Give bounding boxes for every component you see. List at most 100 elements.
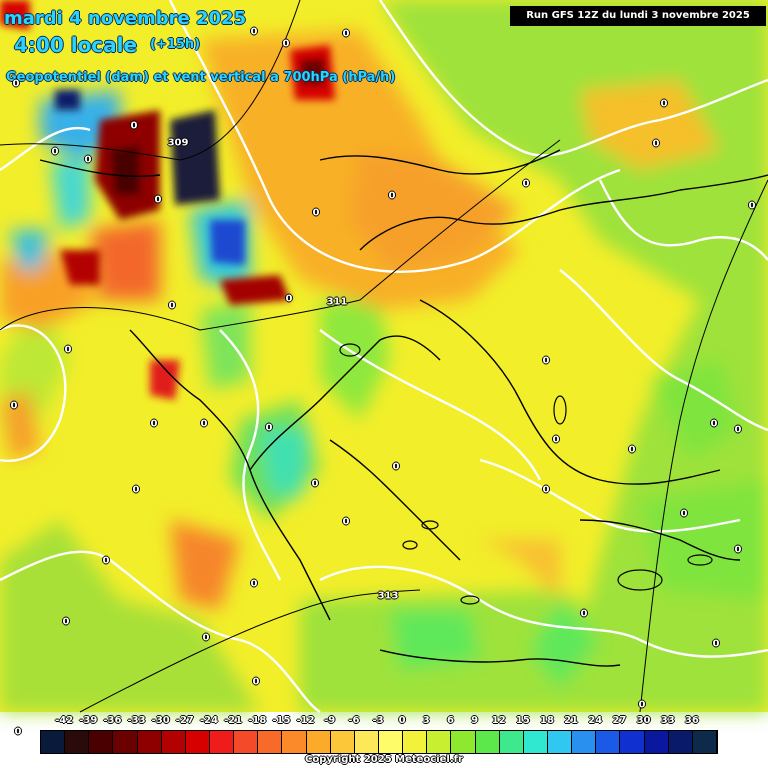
legend-tick-label: -33 bbox=[127, 715, 146, 726]
zero-label: 0 bbox=[342, 516, 350, 528]
zero-label: 0 bbox=[154, 194, 162, 206]
islands bbox=[339, 343, 713, 605]
copyright: Copyright 2025 Meteociel.fr bbox=[305, 754, 463, 765]
zero-label: 0 bbox=[102, 555, 110, 567]
zero-label: 0 bbox=[10, 400, 18, 412]
zero-label: 0 bbox=[202, 632, 210, 644]
geopotential-lines bbox=[0, 0, 768, 713]
legend-tick-label: 0 bbox=[398, 715, 406, 726]
zero-label: 0 bbox=[638, 699, 646, 711]
legend-tick-label: 3 bbox=[422, 715, 430, 726]
legend-swatch bbox=[258, 731, 283, 753]
zero-label: 0 bbox=[150, 418, 158, 430]
zero-label: 0 bbox=[285, 293, 293, 305]
zero-label: 0 bbox=[552, 434, 560, 446]
legend-tick-label: -24 bbox=[199, 715, 219, 726]
zero-contours bbox=[0, 0, 768, 658]
contour-label-313: 313 bbox=[377, 590, 399, 602]
parameter-title: Geopotentiel (dam) et vent vertical a 70… bbox=[6, 70, 396, 85]
zero-label: 0 bbox=[734, 544, 742, 556]
zero-label: 0 bbox=[51, 146, 59, 158]
legend-swatch bbox=[234, 731, 259, 753]
legend-tick-label: -27 bbox=[175, 715, 194, 726]
legend-swatch bbox=[547, 731, 573, 753]
zero-label: 0 bbox=[388, 190, 396, 202]
legend-swatch bbox=[185, 731, 210, 753]
zero-label: 0 bbox=[710, 418, 718, 430]
zero-label: 0 bbox=[542, 355, 550, 367]
legend-swatch bbox=[65, 731, 90, 753]
zero-label: 0 bbox=[130, 120, 138, 132]
legend-tick-label: 21 bbox=[564, 715, 579, 726]
legend-swatch bbox=[499, 731, 524, 753]
legend-tick-label: 15 bbox=[515, 715, 530, 726]
legend-swatch bbox=[451, 731, 476, 753]
zero-label: 0 bbox=[748, 200, 756, 212]
legend-tick-label: -9 bbox=[324, 715, 336, 726]
legend-tick-label: -21 bbox=[224, 715, 243, 726]
zero-label: 0 bbox=[522, 178, 530, 190]
legend-tick-label: 24 bbox=[588, 715, 603, 726]
zero-label: 0 bbox=[660, 98, 668, 110]
zero-label: 0 bbox=[132, 484, 140, 496]
legend-tick-label: 30 bbox=[636, 715, 651, 726]
zero-label: 0 bbox=[250, 578, 258, 590]
legend-tick-label: -6 bbox=[348, 715, 360, 726]
legend-swatch bbox=[523, 731, 548, 753]
legend-tick-label: 6 bbox=[446, 715, 454, 726]
legend-swatch bbox=[378, 731, 404, 753]
legend-tick-label: 12 bbox=[491, 715, 506, 726]
zero-label: 0 bbox=[652, 138, 660, 150]
run-label: Run GFS 12Z du lundi 3 novembre 2025 bbox=[510, 6, 766, 26]
zero-label: 0 bbox=[168, 300, 176, 312]
legend-tick-label: 18 bbox=[540, 715, 554, 726]
legend-swatch bbox=[282, 731, 307, 753]
color-legend: -42 -39 -36 -33 -30 -27 -24 -21 -18 -15 -12 -9 -6 -3 0… bbox=[0, 710, 768, 768]
legend-swatch bbox=[89, 731, 114, 753]
legend-tick-label: -36 bbox=[103, 715, 122, 726]
legend-swatch bbox=[161, 731, 186, 753]
zero-label: 0 bbox=[200, 418, 208, 430]
legend-swatch bbox=[137, 731, 162, 753]
zero-label: 0 bbox=[84, 154, 92, 166]
legend-swatch bbox=[330, 731, 355, 753]
legend-tick-label: -30 bbox=[151, 715, 170, 726]
legend-swatch bbox=[354, 731, 379, 753]
zero-label: 0 bbox=[250, 26, 258, 38]
legend-tick-label: -18 bbox=[248, 715, 267, 726]
vertical-velocity-field bbox=[0, 0, 768, 712]
zero-label: 0 bbox=[342, 28, 350, 40]
legend-swatch bbox=[475, 731, 500, 753]
zero-label: 0 bbox=[265, 422, 273, 434]
zero-label: 0 bbox=[712, 638, 720, 650]
legend-tick-label: -42 bbox=[55, 715, 74, 726]
zero-label: 0 bbox=[312, 207, 320, 219]
legend-swatch bbox=[692, 731, 717, 753]
legend-tick-label: -3 bbox=[372, 715, 384, 726]
legend-swatch bbox=[620, 731, 645, 753]
legend-swatch bbox=[41, 731, 66, 753]
legend-swatch bbox=[572, 731, 597, 753]
legend-tick-label: 33 bbox=[660, 715, 675, 726]
legend-swatch bbox=[644, 731, 669, 753]
legend-swatch bbox=[306, 731, 331, 753]
legend-tick-label: 9 bbox=[471, 715, 479, 726]
legend-swatch bbox=[427, 731, 452, 753]
coastlines bbox=[39, 149, 768, 667]
legend-tick-label: -39 bbox=[79, 715, 98, 726]
zero-label: 0 bbox=[311, 478, 319, 490]
contour-label-311: 311 bbox=[326, 296, 348, 308]
strong-cores bbox=[0, 0, 335, 400]
zero-label: 0 bbox=[252, 676, 260, 688]
zero-label: 0 bbox=[580, 608, 588, 620]
legend-swatch bbox=[113, 731, 138, 753]
zero-label: 0 bbox=[734, 424, 742, 436]
legend-swatch bbox=[596, 731, 621, 753]
legend-colorbar bbox=[40, 730, 718, 754]
zero-label: 0 bbox=[542, 484, 550, 496]
zero-label: 0 bbox=[14, 726, 22, 738]
zero-label: 0 bbox=[392, 461, 400, 473]
forecast-date: mardi 4 novembre 2025 bbox=[4, 8, 247, 29]
